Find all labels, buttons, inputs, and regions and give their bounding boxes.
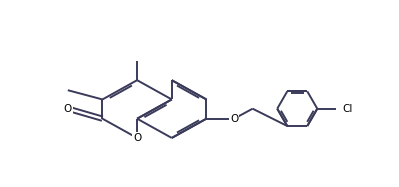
Text: O: O: [64, 104, 72, 114]
Text: O: O: [230, 114, 238, 124]
Text: Cl: Cl: [342, 104, 352, 114]
Text: O: O: [133, 133, 141, 143]
